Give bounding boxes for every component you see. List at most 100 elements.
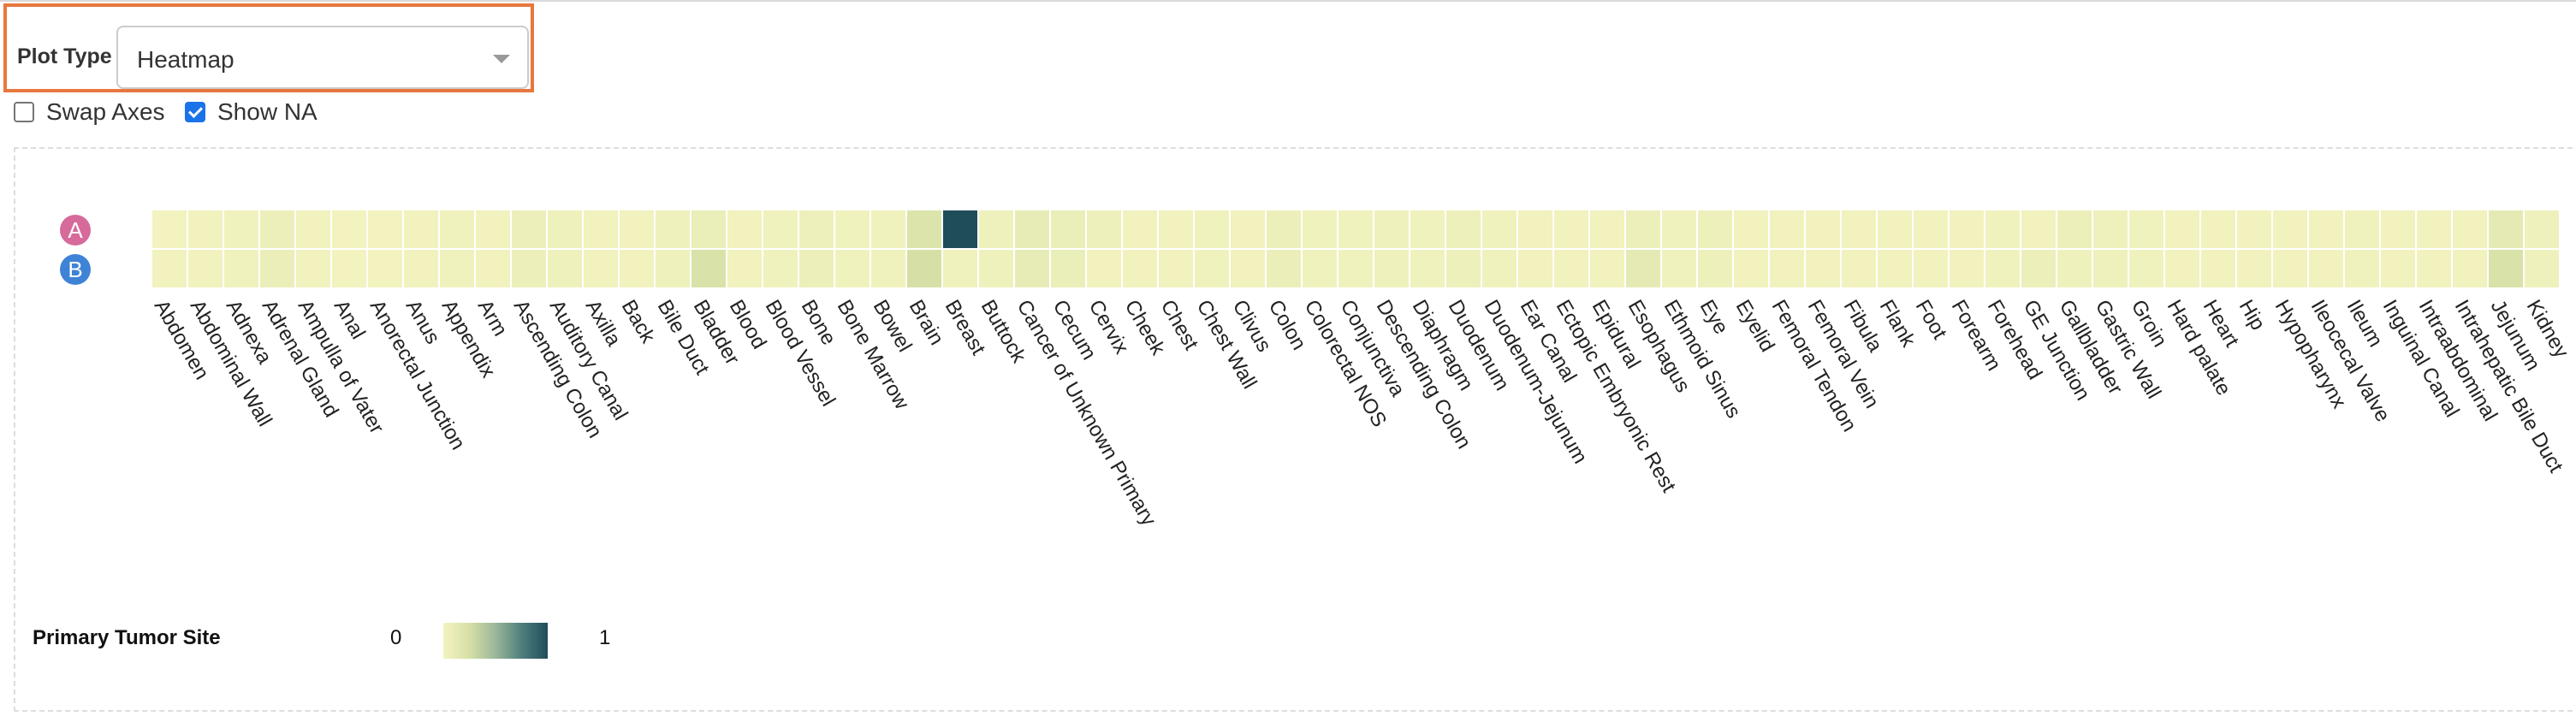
heatmap-cell[interactable]	[799, 250, 834, 287]
heatmap-cell[interactable]	[1267, 210, 1301, 248]
heatmap-cell[interactable]	[1159, 250, 1193, 287]
heatmap-cell[interactable]	[2453, 250, 2487, 287]
heatmap-cell[interactable]	[2453, 210, 2487, 248]
heatmap-cell[interactable]	[2345, 210, 2379, 248]
heatmap-cell[interactable]	[404, 250, 438, 287]
heatmap-cell[interactable]	[1662, 210, 1696, 248]
heatmap-cell[interactable]	[1806, 210, 1840, 248]
heatmap-cell[interactable]	[979, 210, 1013, 248]
heatmap-cell[interactable]	[584, 250, 618, 287]
heatmap-cell[interactable]	[2237, 210, 2271, 248]
heatmap-cell[interactable]	[1231, 210, 1265, 248]
heatmap-cell[interactable]	[1087, 250, 1121, 287]
heatmap-cell[interactable]	[512, 250, 546, 287]
heatmap-cell[interactable]	[1770, 250, 1804, 287]
heatmap-cell[interactable]	[1051, 210, 1085, 248]
heatmap-cell[interactable]	[1482, 210, 1517, 248]
heatmap-cell[interactable]	[188, 250, 223, 287]
heatmap-cell[interactable]	[584, 210, 618, 248]
heatmap-cell[interactable]	[1914, 210, 1948, 248]
swap-axes-option[interactable]: Swap Axes	[14, 98, 165, 125]
heatmap-cell[interactable]	[656, 250, 690, 287]
heatmap-cell[interactable]	[1662, 250, 1696, 287]
heatmap-cell[interactable]	[260, 250, 294, 287]
heatmap-cell[interactable]	[1842, 250, 1876, 287]
heatmap-cell[interactable]	[2093, 250, 2128, 287]
heatmap-cell[interactable]	[1914, 250, 1948, 287]
heatmap-cell[interactable]	[727, 210, 762, 248]
heatmap-cell[interactable]	[907, 250, 941, 287]
heatmap-cell[interactable]	[691, 210, 726, 248]
heatmap-cell[interactable]	[763, 210, 798, 248]
heatmap-cell[interactable]	[2489, 250, 2523, 287]
heatmap-cell[interactable]	[1231, 250, 1265, 287]
heatmap-cell[interactable]	[1195, 210, 1229, 248]
heatmap-cell[interactable]	[476, 250, 510, 287]
heatmap-cell[interactable]	[2129, 210, 2163, 248]
heatmap-cell[interactable]	[1626, 250, 1660, 287]
heatmap-cell[interactable]	[332, 250, 366, 287]
heatmap-cell[interactable]	[368, 250, 402, 287]
heatmap-cell[interactable]	[152, 210, 187, 248]
heatmap-cell[interactable]	[1338, 210, 1373, 248]
heatmap-cell[interactable]	[1303, 210, 1337, 248]
heatmap-cell[interactable]	[2165, 250, 2199, 287]
heatmap-cell[interactable]	[260, 210, 294, 248]
heatmap-cell[interactable]	[2057, 210, 2092, 248]
heatmap-cell[interactable]	[1123, 250, 1157, 287]
heatmap-cell[interactable]	[1734, 210, 1768, 248]
show-na-option[interactable]: Show NA	[185, 98, 318, 125]
heatmap-cell[interactable]	[1446, 210, 1481, 248]
heatmap-cell[interactable]	[763, 250, 798, 287]
heatmap-cell[interactable]	[2309, 210, 2343, 248]
plot-type-select[interactable]: Heatmap	[116, 26, 529, 89]
heatmap-cell[interactable]	[1590, 210, 1624, 248]
heatmap-cell[interactable]	[979, 250, 1013, 287]
heatmap-cell[interactable]	[871, 250, 905, 287]
heatmap-cell[interactable]	[296, 250, 330, 287]
heatmap-cell[interactable]	[296, 210, 330, 248]
heatmap-cell[interactable]	[2273, 210, 2307, 248]
heatmap-cell[interactable]	[188, 210, 223, 248]
show-na-checkbox[interactable]	[185, 102, 205, 122]
heatmap-cell[interactable]	[548, 210, 582, 248]
heatmap-cell[interactable]	[691, 250, 726, 287]
heatmap-cell[interactable]	[1015, 250, 1049, 287]
heatmap-cell[interactable]	[835, 250, 870, 287]
heatmap-cell[interactable]	[799, 210, 834, 248]
heatmap-cell[interactable]	[440, 210, 474, 248]
heatmap-cell[interactable]	[1950, 250, 1984, 287]
heatmap-cell[interactable]	[2489, 210, 2523, 248]
heatmap-cell[interactable]	[1446, 250, 1481, 287]
heatmap-cell[interactable]	[1015, 210, 1049, 248]
heatmap-cell[interactable]	[1842, 210, 1876, 248]
heatmap-cell[interactable]	[835, 210, 870, 248]
heatmap-cell[interactable]	[2345, 250, 2379, 287]
heatmap-cell[interactable]	[1878, 210, 1912, 248]
heatmap-cell[interactable]	[2057, 250, 2092, 287]
heatmap-cell[interactable]	[1590, 250, 1624, 287]
heatmap-cell[interactable]	[548, 250, 582, 287]
heatmap-cell[interactable]	[1410, 210, 1445, 248]
heatmap-cell[interactable]	[1626, 210, 1660, 248]
heatmap-cell[interactable]	[2309, 250, 2343, 287]
heatmap-cell[interactable]	[943, 210, 977, 248]
heatmap-cell[interactable]	[1698, 250, 1732, 287]
heatmap-cell[interactable]	[2021, 210, 2056, 248]
heatmap-cell[interactable]	[2273, 250, 2307, 287]
heatmap-cell[interactable]	[476, 210, 510, 248]
heatmap-cell[interactable]	[2525, 250, 2559, 287]
heatmap-cell[interactable]	[907, 210, 941, 248]
heatmap-cell[interactable]	[620, 250, 654, 287]
heatmap-cell[interactable]	[2381, 210, 2415, 248]
heatmap-cell[interactable]	[1410, 250, 1445, 287]
heatmap-cell[interactable]	[1195, 250, 1229, 287]
heatmap-cell[interactable]	[871, 210, 905, 248]
heatmap-cell[interactable]	[620, 210, 654, 248]
heatmap-cell[interactable]	[943, 250, 977, 287]
heatmap-cell[interactable]	[1554, 210, 1588, 248]
heatmap-cell[interactable]	[1518, 210, 1552, 248]
heatmap-cell[interactable]	[1482, 250, 1517, 287]
heatmap-cell[interactable]	[2525, 210, 2559, 248]
heatmap-cell[interactable]	[368, 210, 402, 248]
